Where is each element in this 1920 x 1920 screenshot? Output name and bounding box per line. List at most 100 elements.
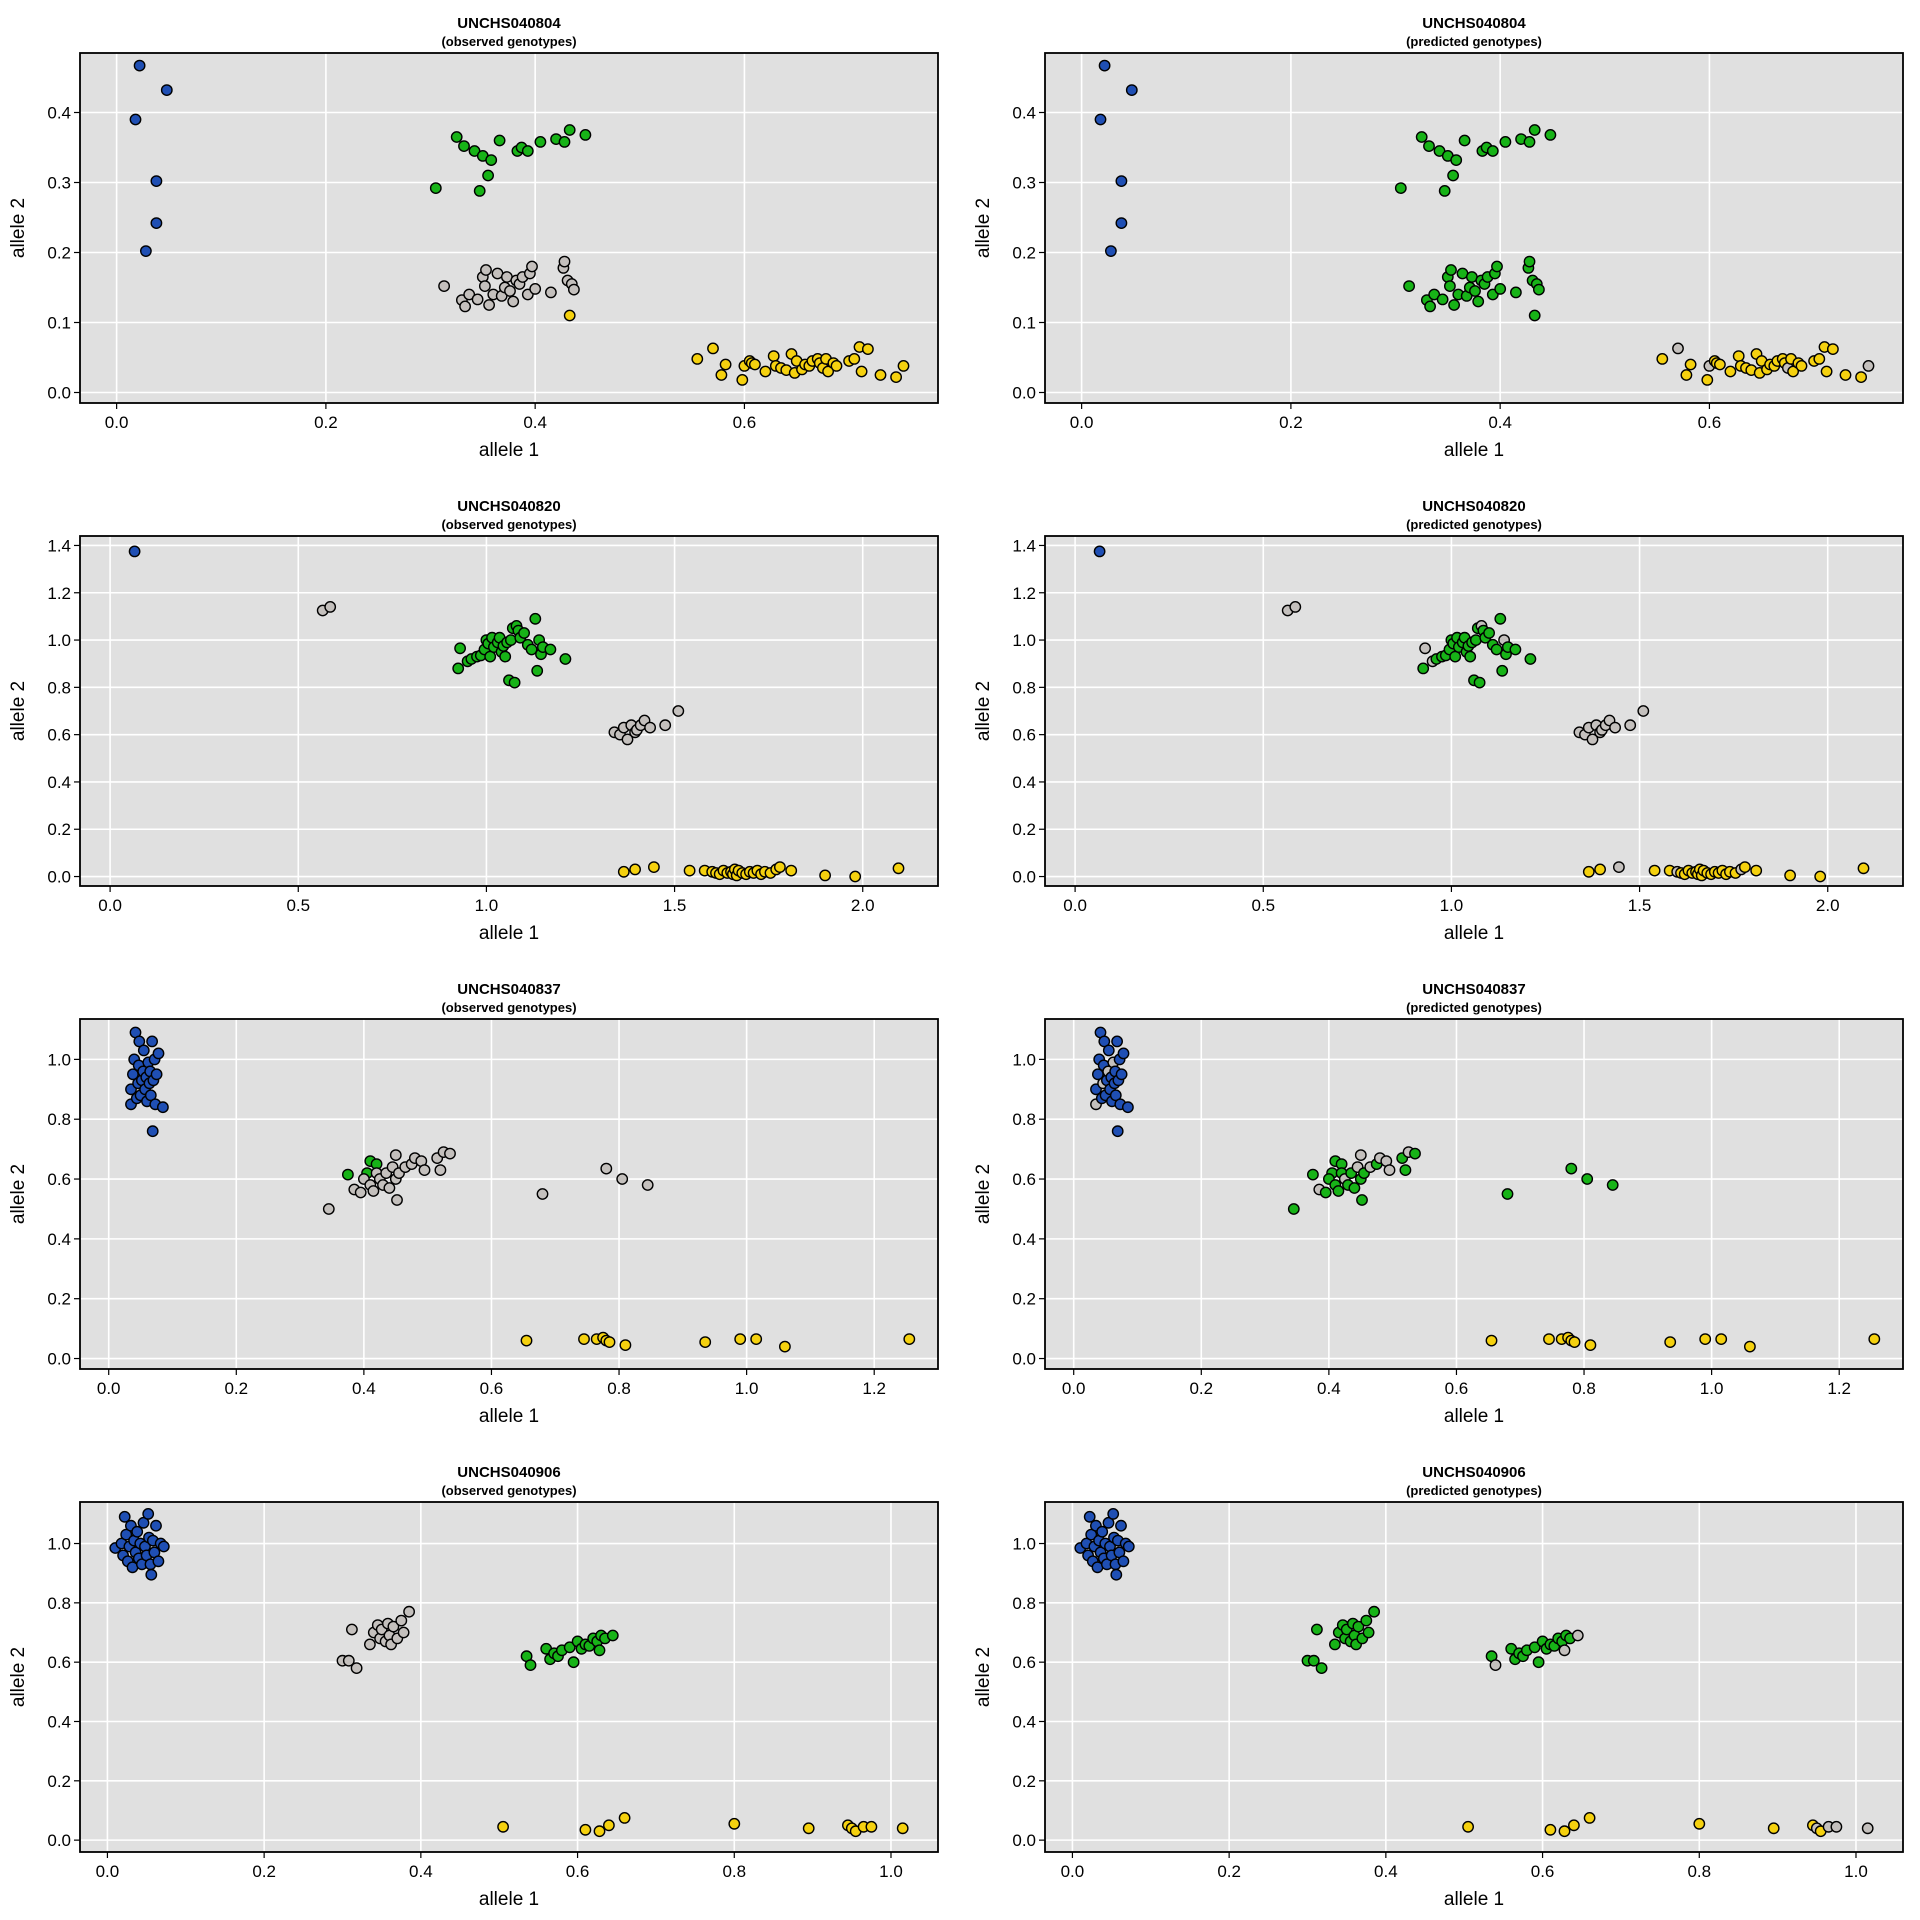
x-tick-label: 1.2 <box>1827 1379 1851 1398</box>
data-point <box>150 1519 162 1532</box>
data-point <box>137 1516 150 1529</box>
data-point <box>508 676 521 689</box>
data-point <box>1656 352 1669 365</box>
data-point <box>482 169 494 182</box>
panel-title: UNCHS040820 <box>457 498 560 515</box>
data-point <box>1362 1626 1375 1639</box>
panel-title: UNCHS040906 <box>457 1464 560 1481</box>
x-tick-label: 0.4 <box>352 1379 376 1398</box>
data-point <box>603 1336 616 1349</box>
data-point <box>1523 255 1536 268</box>
data-point <box>137 1044 150 1057</box>
y-tick-label: 1.4 <box>47 536 71 555</box>
data-point <box>822 365 834 378</box>
data-point <box>363 1638 376 1651</box>
data-point <box>1311 1623 1323 1636</box>
data-point <box>618 1812 631 1824</box>
x-tick-label: 0.0 <box>97 1379 121 1398</box>
data-point <box>1485 1334 1498 1347</box>
data-point <box>903 1333 916 1346</box>
data-point <box>1419 642 1432 655</box>
data-point <box>1085 1528 1098 1541</box>
x-tick-label: 0.4 <box>409 1862 433 1881</box>
plot-background <box>80 1502 938 1852</box>
data-point <box>1491 260 1503 273</box>
data-point <box>558 135 571 148</box>
data-point <box>1352 1620 1365 1633</box>
x-tick-label: 0.6 <box>1445 1379 1469 1398</box>
data-point <box>450 131 463 143</box>
data-point <box>1469 285 1481 297</box>
data-point <box>1394 182 1407 195</box>
data-point <box>759 365 772 378</box>
data-point <box>418 1164 431 1177</box>
plot-frame <box>79 535 939 887</box>
y-tick-label: 0.3 <box>1012 174 1036 193</box>
plot-background <box>80 53 938 403</box>
data-point <box>672 705 685 717</box>
data-point <box>131 1525 144 1538</box>
data-point <box>1795 359 1808 372</box>
data-point <box>1287 1203 1300 1215</box>
scatter-panel-8: 0.0 0.2 0.4 0.6 0.8 1.0 0.0 0.2 0.4 0.6 0.8 1.0 UNCH… <box>973 1464 1904 1910</box>
y-tick-label: 1.0 <box>47 1050 71 1069</box>
data-point <box>1083 1510 1096 1523</box>
data-point <box>1524 653 1537 665</box>
data-point <box>1528 1641 1541 1654</box>
data-point <box>458 140 470 153</box>
data-point <box>1501 1188 1514 1200</box>
data-point <box>1767 1822 1780 1835</box>
data-point <box>1356 1194 1368 1206</box>
panel-subtitle: (predicted genotypes) <box>1406 1483 1542 1498</box>
data-point <box>133 59 146 72</box>
y-tick-label: 0.2 <box>47 1772 71 1791</box>
y-tick-label: 1.0 <box>1012 1050 1036 1069</box>
data-point <box>520 1334 533 1347</box>
data-point <box>1586 733 1599 746</box>
x-tick-label: 0.6 <box>566 1862 590 1881</box>
data-point <box>1787 365 1800 378</box>
x-tick-label: 0.0 <box>98 896 122 915</box>
data-point <box>1750 864 1763 877</box>
data-point <box>1862 359 1875 372</box>
y-tick-label: 0.6 <box>47 1170 71 1189</box>
data-point <box>434 1164 447 1177</box>
data-point <box>1861 1822 1874 1835</box>
data-point <box>715 369 728 381</box>
y-tick-label: 0.2 <box>47 1290 71 1309</box>
data-point <box>499 650 512 663</box>
panel-subtitle: (observed genotypes) <box>441 34 576 49</box>
scatter-panel-3: 0.0 0.5 1.0 1.5 2.0 0.0 0.2 0.4 0.6 0.8 1.0 1.2 1.4 U… <box>8 498 939 944</box>
y-tick-label: 0.4 <box>47 1712 71 1731</box>
data-point <box>1830 1820 1843 1833</box>
scatter-panel-1: 0.0 0.2 0.4 0.6 0.0 0.1 0.2 0.3 0.4 UNCHS040804 (o… <box>8 15 939 461</box>
x-tick-label: 0.4 <box>1374 1862 1398 1881</box>
data-point <box>1444 280 1456 292</box>
x-axis-label: allele 1 <box>479 1406 539 1427</box>
data-point <box>568 283 580 296</box>
data-point <box>1486 145 1499 157</box>
x-tick-label: 0.0 <box>1070 413 1094 432</box>
data-point <box>397 1626 410 1639</box>
x-axis-label: allele 1 <box>1444 1406 1504 1427</box>
data-point <box>1648 864 1661 877</box>
y-tick-label: 0.8 <box>1012 1594 1036 1613</box>
data-point <box>707 342 719 355</box>
data-point <box>478 280 491 292</box>
data-point <box>659 719 672 732</box>
data-point <box>367 1185 380 1197</box>
y-axis-label: allele 2 <box>8 198 29 258</box>
x-tick-label: 0.0 <box>1062 1379 1086 1398</box>
data-point <box>341 1168 354 1181</box>
data-point <box>1360 1614 1373 1627</box>
data-point <box>848 352 861 365</box>
data-point <box>644 721 656 734</box>
panel-subtitle: (predicted genotypes) <box>1406 517 1542 532</box>
data-point <box>120 1528 133 1541</box>
data-point <box>1571 1629 1584 1642</box>
data-point <box>152 1047 165 1060</box>
x-tick-label: 0.2 <box>314 413 338 432</box>
panel-subtitle: (observed genotypes) <box>441 1483 576 1498</box>
data-point <box>559 653 572 665</box>
data-point <box>1814 870 1827 883</box>
